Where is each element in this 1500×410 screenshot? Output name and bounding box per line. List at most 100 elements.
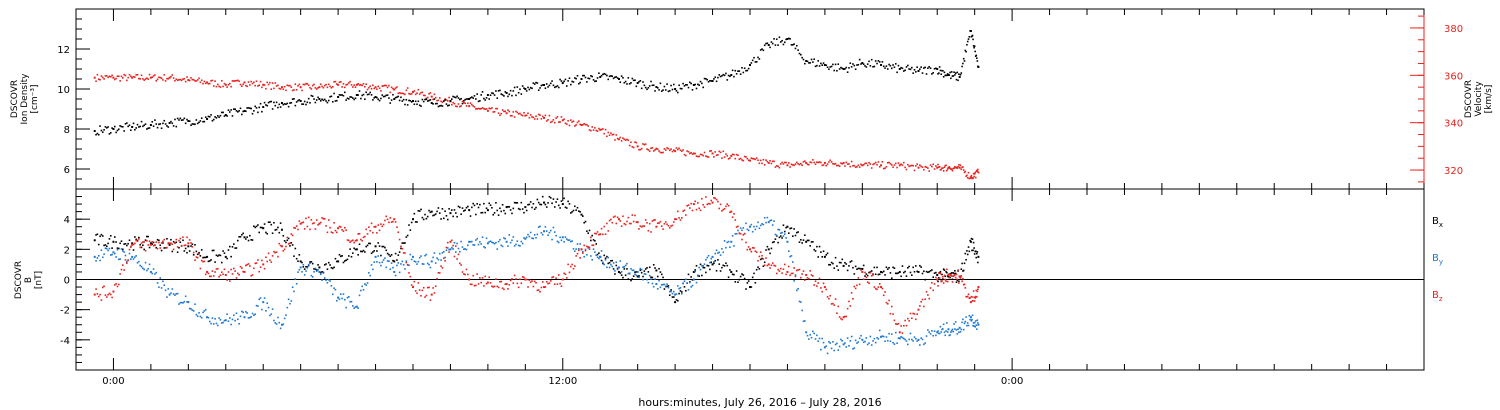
density-series-dot	[833, 69, 836, 72]
by-series-dot	[977, 322, 979, 324]
by-series-dot	[850, 335, 853, 338]
velocity-series-dot	[504, 110, 507, 113]
density-series-dot	[626, 83, 628, 85]
bx-series-dot	[737, 281, 739, 283]
velocity-series-dot	[325, 83, 327, 86]
velocity-series-dot	[237, 79, 239, 82]
bx-series-dot	[107, 242, 109, 245]
bx-series-dot	[785, 226, 787, 229]
bz-series-dot	[940, 280, 943, 283]
velocity-series-dot	[779, 163, 782, 165]
density-series-dot	[646, 88, 648, 91]
density-series-dot	[713, 78, 715, 80]
bx-series-dot	[929, 270, 932, 272]
bz-series-dot	[245, 264, 247, 267]
bx-series-point	[93, 239, 96, 242]
bz-series-dot	[864, 271, 866, 274]
bz-series-dot	[876, 288, 878, 291]
by-series-dot	[426, 262, 429, 265]
bx-series-dot	[255, 225, 258, 228]
velocity-series-dot	[933, 168, 936, 170]
velocity-series-dot	[513, 116, 516, 118]
bx-series-dot	[642, 275, 644, 278]
bz-series-dot	[119, 273, 121, 275]
density-series-dot	[672, 83, 675, 86]
bz-series-dot	[151, 241, 154, 243]
velocity-series-dot	[958, 164, 960, 166]
density-series-dot	[737, 70, 739, 72]
velocity-series-dot	[473, 106, 476, 108]
bx-series-dot	[646, 267, 648, 269]
density-series-dot	[624, 80, 627, 83]
bx-series-dot	[808, 239, 810, 242]
velocity-series-dot	[333, 81, 335, 83]
density-series-dot	[259, 102, 262, 105]
bz-series-dot	[362, 236, 365, 239]
by-series-dot	[493, 242, 496, 245]
density-series-dot	[938, 72, 940, 74]
bz-series-dot	[200, 259, 203, 262]
bz-series-dot	[858, 283, 861, 286]
velocity-series-dot	[135, 73, 137, 76]
velocity-series-dot	[441, 101, 444, 104]
by-series-dot	[274, 322, 277, 324]
bx-series-dot	[753, 272, 755, 275]
bz-series-dot	[471, 283, 473, 286]
velocity-series-dot	[273, 87, 275, 90]
bz-series-dot	[148, 240, 151, 243]
density-series-dot	[326, 101, 329, 104]
bx-series-dot	[837, 269, 840, 271]
density-series-dot	[105, 127, 108, 129]
bz-series-dot	[938, 272, 940, 274]
density-series-dot	[574, 77, 576, 79]
bz-series-dot	[920, 300, 922, 303]
by-series-dot	[575, 248, 577, 250]
velocity-series-dot	[493, 110, 496, 113]
velocity-series-dot	[602, 128, 604, 130]
density-series-point	[393, 98, 396, 100]
velocity-series-dot	[974, 171, 977, 174]
bx-series-dot	[139, 243, 141, 246]
bx-series-point	[543, 201, 546, 204]
velocity-series-dot	[942, 167, 944, 169]
bz-series-dot	[338, 225, 341, 228]
velocity-series-point	[355, 83, 358, 86]
velocity-series-dot	[138, 77, 140, 80]
bx-series-dot	[578, 210, 580, 212]
bz-series-dot	[816, 285, 818, 287]
bx-series-dot	[475, 213, 477, 216]
density-series-dot	[315, 99, 318, 101]
by-series-dot	[954, 321, 957, 323]
by-series-dot	[353, 307, 355, 310]
density-series-dot	[612, 77, 615, 80]
velocity-series-dot	[671, 150, 674, 153]
density-series-dot	[656, 87, 659, 89]
density-series-dot	[709, 79, 711, 82]
density-series-dot	[445, 103, 448, 105]
velocity-series-dot	[188, 79, 191, 82]
density-series-dot	[666, 83, 668, 85]
bz-series-dot	[322, 217, 325, 220]
bx-series-dot	[706, 264, 709, 267]
density-series-dot	[214, 116, 216, 118]
density-series-dot	[682, 82, 684, 85]
bx-series-dot	[564, 206, 567, 209]
velocity-series-dot	[549, 121, 552, 124]
density-series-dot	[414, 100, 417, 103]
velocity-series-dot	[943, 166, 946, 169]
density-series-dot	[623, 81, 626, 84]
by-series-dot	[552, 226, 555, 229]
by-series-dot	[239, 315, 242, 318]
bx-series-dot	[450, 209, 453, 211]
bx-series-dot	[463, 210, 465, 212]
density-series-dot	[942, 75, 945, 78]
density-series-dot	[528, 88, 531, 91]
bx-series-dot	[529, 201, 532, 203]
bz-series-dot	[944, 278, 947, 281]
velocity-series-dot	[668, 149, 671, 152]
velocity-series-dot	[454, 105, 457, 108]
bx-series-dot	[242, 232, 244, 235]
by-series-dot	[946, 322, 948, 324]
velocity-series-dot	[456, 105, 458, 108]
bx-series-dot	[480, 211, 483, 214]
